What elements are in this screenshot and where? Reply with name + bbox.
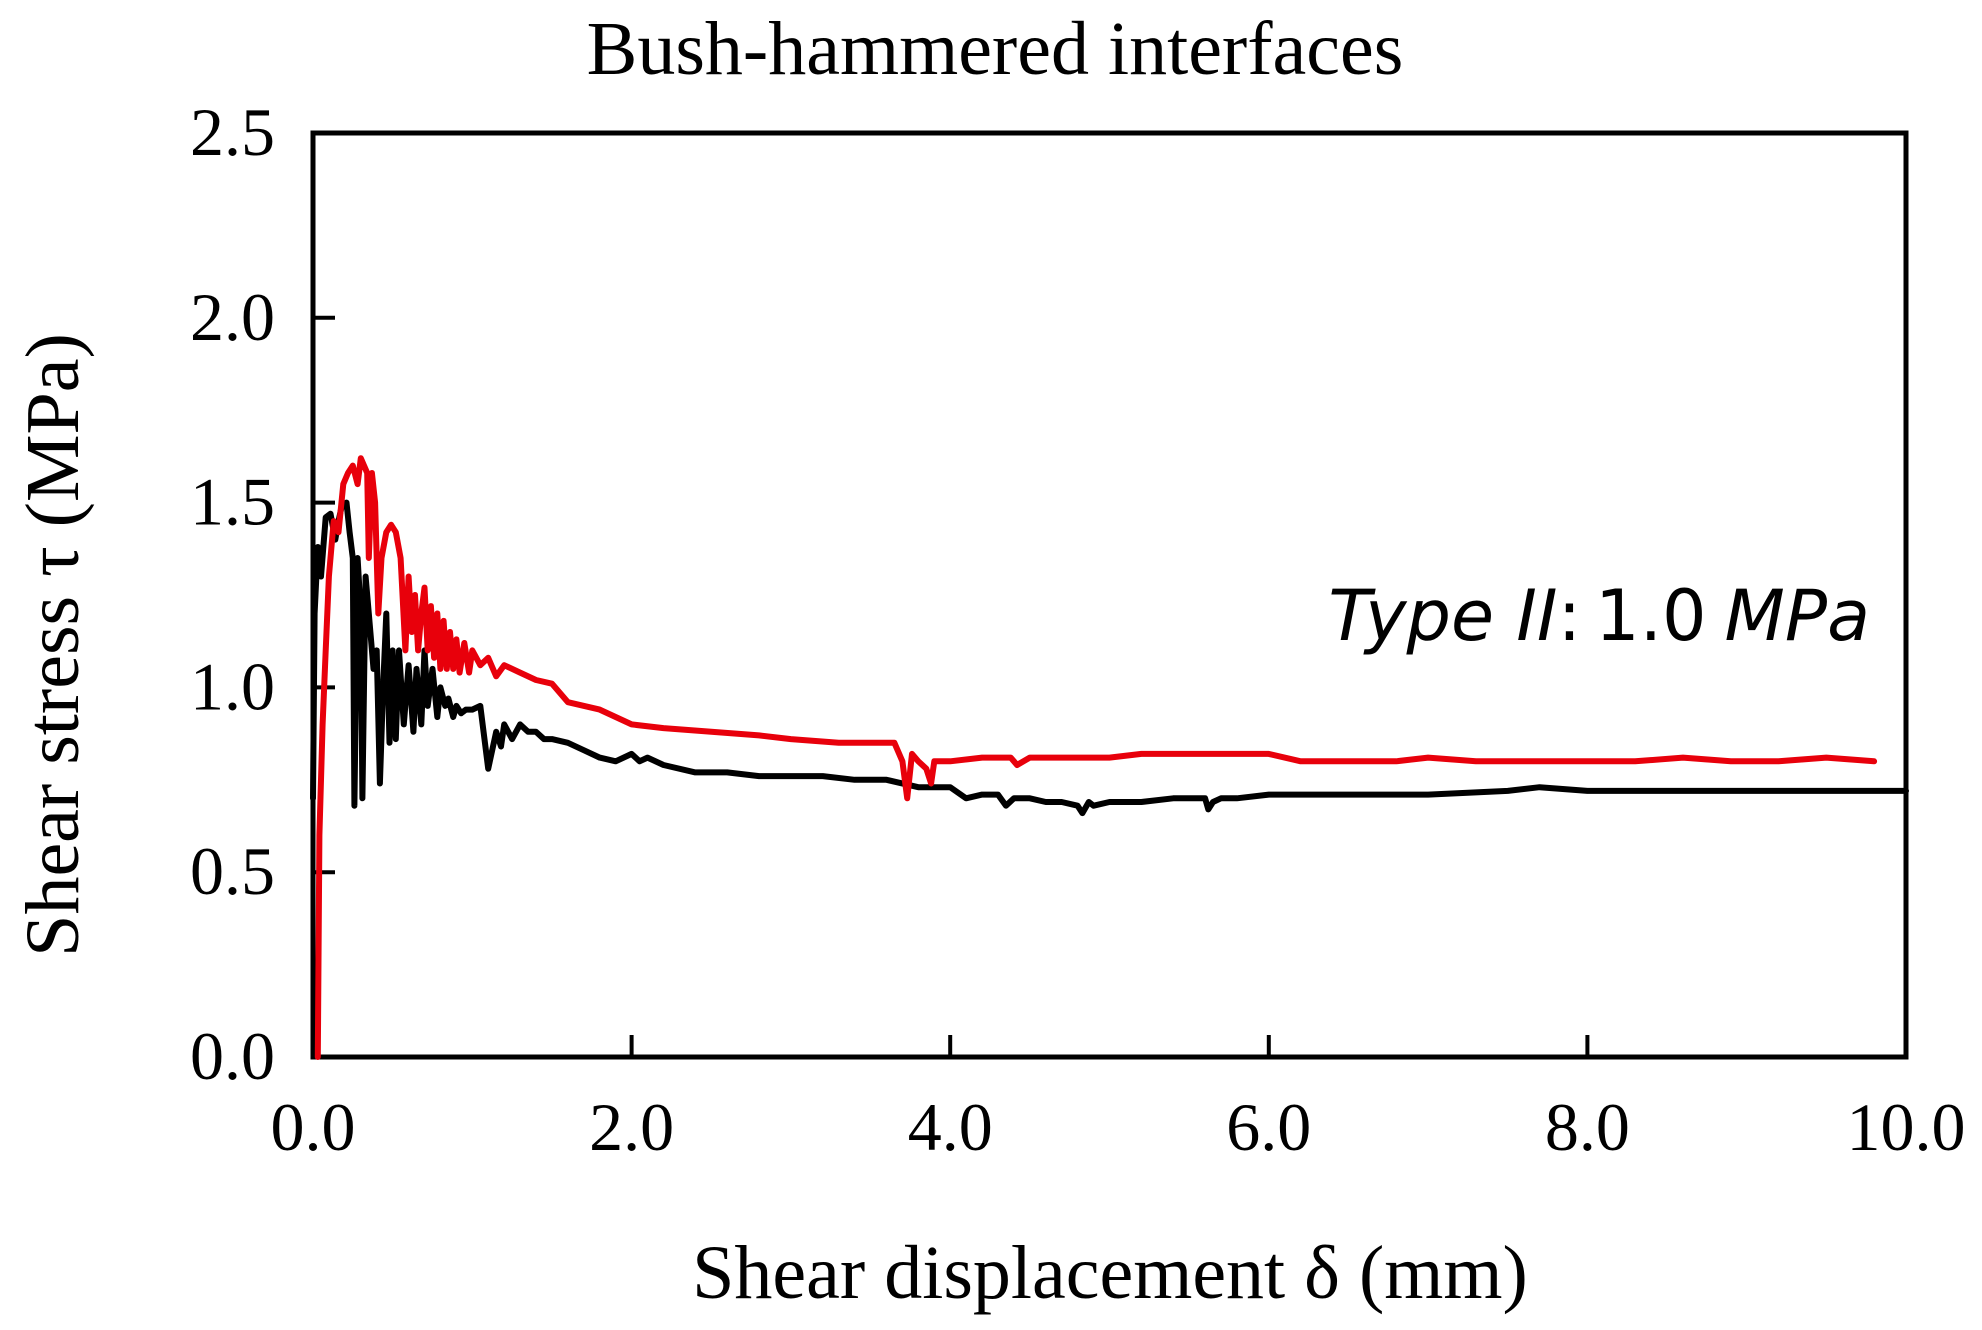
chart-title: Bush-hammered interfaces [587, 7, 1404, 91]
series-line-specimen-black [310, 499, 1909, 817]
y-tick-label: 0.5 [190, 833, 275, 909]
x-tick-label: 2.0 [589, 1089, 674, 1165]
annotation-value: 1.0 [1595, 575, 1706, 657]
annotation-colon: : [1558, 575, 1582, 657]
y-tick-label: 2.5 [190, 94, 275, 170]
y-tick-label: 2.0 [190, 279, 275, 355]
x-tick-label: 0.0 [271, 1089, 356, 1165]
x-tick-label: 6.0 [1226, 1089, 1311, 1165]
type-annotation: Type II: 1.0 MPa [1328, 575, 1870, 657]
x-axis-ticks: 0.0 2.0 4.0 6.0 8.0 10.0 [271, 1035, 1966, 1165]
series-layer [310, 455, 1909, 1060]
x-tick-label: 4.0 [908, 1089, 993, 1165]
y-axis-label: Shear stress τ (MPa) [11, 333, 95, 957]
annotation-unit: MPa [1724, 575, 1870, 657]
x-tick-label: 10.0 [1847, 1089, 1966, 1165]
y-tick-label: 1.0 [190, 648, 275, 724]
y-tick-label: 1.5 [190, 464, 275, 540]
series-line-specimen-red [314, 455, 1878, 1060]
y-tick-label: 0.0 [190, 1018, 275, 1094]
y-axis-ticks: 0.0 0.5 1.0 1.5 2.0 2.5 [190, 94, 335, 1094]
x-axis-label: Shear displacement δ (mm) [692, 1231, 1528, 1315]
x-tick-label: 8.0 [1545, 1089, 1630, 1165]
annotation-type: Type II [1328, 575, 1557, 657]
